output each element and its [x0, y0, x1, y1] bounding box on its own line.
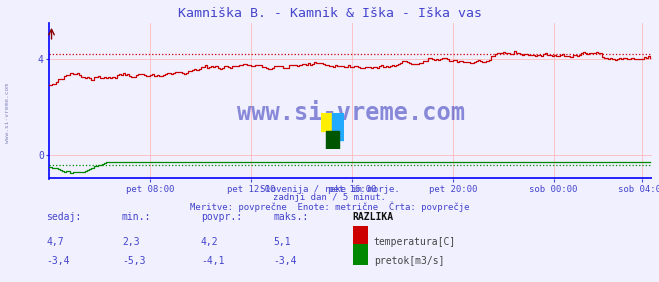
Text: 4,2: 4,2: [201, 237, 219, 247]
Text: 5,1: 5,1: [273, 237, 291, 247]
Text: www.si-vreme.com: www.si-vreme.com: [5, 83, 11, 143]
Text: Kamniška B. - Kamnik & Iška - Iška vas: Kamniška B. - Kamnik & Iška - Iška vas: [177, 7, 482, 20]
Text: povpr.:: povpr.:: [201, 212, 242, 222]
Text: -4,1: -4,1: [201, 256, 225, 266]
Text: zadnji dan / 5 minut.: zadnji dan / 5 minut.: [273, 193, 386, 202]
Bar: [321, 113, 333, 131]
Text: -3,4: -3,4: [46, 256, 70, 266]
Text: pretok[m3/s]: pretok[m3/s]: [374, 256, 444, 266]
Text: 4,7: 4,7: [46, 237, 64, 247]
Text: sedaj:: sedaj:: [46, 212, 81, 222]
Text: Meritve: povprečne  Enote: metrične  Črta: povprečje: Meritve: povprečne Enote: metrične Črta:…: [190, 202, 469, 212]
Text: 2,3: 2,3: [122, 237, 140, 247]
Text: maks.:: maks.:: [273, 212, 308, 222]
Text: min.:: min.:: [122, 212, 152, 222]
Text: www.si-vreme.com: www.si-vreme.com: [237, 101, 465, 125]
Bar: [333, 113, 344, 140]
Text: Slovenija / reke in morje.: Slovenija / reke in morje.: [260, 185, 399, 194]
Bar: [326, 131, 339, 149]
Text: -3,4: -3,4: [273, 256, 297, 266]
Text: -5,3: -5,3: [122, 256, 146, 266]
Text: RAZLIKA: RAZLIKA: [353, 212, 393, 222]
Text: temperatura[C]: temperatura[C]: [374, 237, 456, 247]
